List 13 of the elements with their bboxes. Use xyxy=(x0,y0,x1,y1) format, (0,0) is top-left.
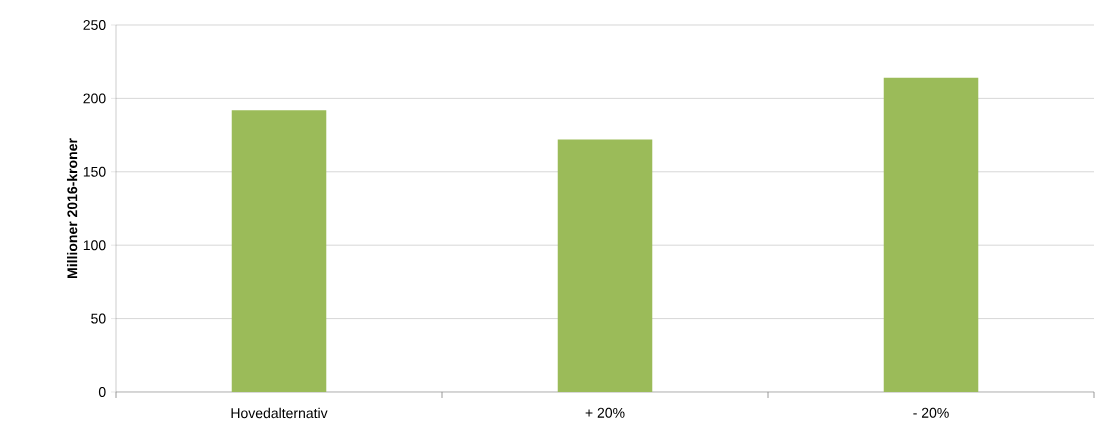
y-tick-label: 150 xyxy=(83,166,106,177)
bar xyxy=(557,139,653,392)
x-tick-label: - 20% xyxy=(913,407,949,418)
bar xyxy=(883,77,979,392)
y-tick-label: 100 xyxy=(83,240,106,251)
bar xyxy=(231,110,327,392)
y-tick-label: 250 xyxy=(83,20,106,30)
x-tick-label: + 20% xyxy=(585,407,625,418)
y-axis-title: Millioner 2016-kroner xyxy=(66,138,78,278)
x-tick-label: Hovedalternativ xyxy=(231,407,328,419)
y-tick-label: 200 xyxy=(83,93,106,104)
y-tick-label: 50 xyxy=(91,313,106,324)
y-tick-label: 0 xyxy=(98,387,106,397)
